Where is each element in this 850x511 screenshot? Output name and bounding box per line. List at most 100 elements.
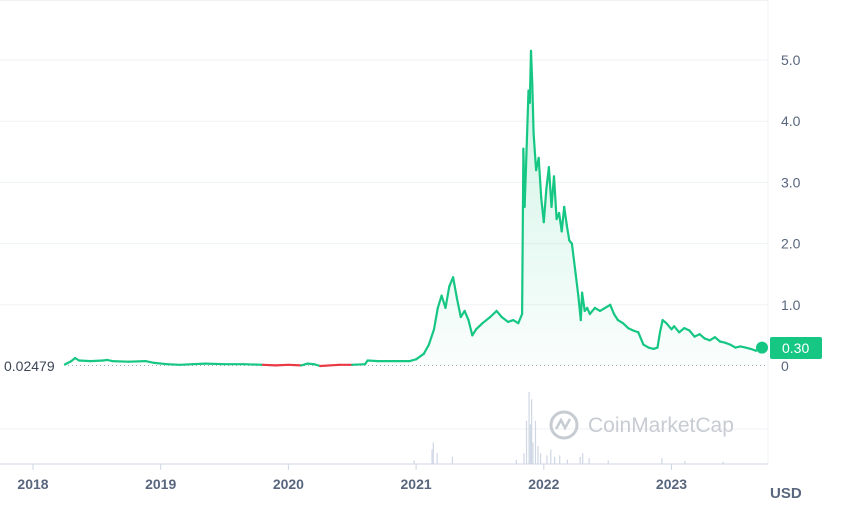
price-line-segment	[467, 319, 474, 337]
volume-bar	[537, 446, 539, 464]
price-line-segment	[688, 329, 696, 338]
volume-bar	[534, 420, 537, 464]
volume-bar	[607, 460, 609, 464]
volume-bar	[582, 453, 584, 464]
price-line-segment	[489, 309, 498, 319]
volume-bar	[413, 460, 415, 464]
y-tick-label: 3.0	[781, 174, 801, 190]
price-line-segment	[415, 352, 425, 361]
price-line-segment	[432, 306, 439, 331]
price-line-segment	[153, 361, 169, 366]
price-line-segment	[570, 242, 577, 276]
current-price-dot[interactable]	[756, 341, 768, 354]
price-line-segment	[178, 363, 194, 366]
price-line-segment	[637, 331, 645, 346]
price-line-segment	[552, 175, 558, 221]
volume-bar	[515, 459, 517, 464]
coinmarketcap-logo-icon	[549, 410, 579, 440]
price-line-segment	[191, 362, 207, 366]
volume-bar	[436, 453, 438, 464]
price-line-segment	[713, 336, 722, 343]
price-line-segment	[89, 359, 105, 363]
price-line-segment	[678, 327, 686, 334]
price-line[interactable]	[63, 49, 768, 368]
price-line-segment	[672, 325, 681, 334]
price-line-segment	[422, 343, 430, 355]
price-line-segment	[111, 360, 130, 363]
x-tick-label: 2023	[656, 476, 687, 492]
price-area	[64, 50, 761, 367]
price-line-segment	[427, 328, 436, 346]
coinmarketcap-logo-mark-icon	[554, 417, 572, 431]
axes: 0 1.0 2.0 3.0 4.0 5.0 2018 2019 2020 2021 2022 2023	[17, 52, 800, 492]
price-line-segment	[436, 294, 443, 309]
price-line-segment	[166, 363, 181, 366]
volume-bar	[550, 449, 552, 464]
price-area-fill	[64, 50, 761, 367]
price-line-segment	[366, 359, 379, 363]
price-line-segment	[574, 273, 580, 297]
price-line-segment	[529, 49, 534, 86]
price-line-segment	[287, 363, 303, 367]
price-line-segment	[612, 312, 620, 322]
price-line-segment	[312, 363, 322, 368]
x-tick-label: 2021	[401, 476, 432, 492]
volume-bar	[566, 459, 568, 464]
price-line-segment	[77, 359, 92, 363]
price-line-segment	[588, 306, 597, 316]
volume-bar	[523, 453, 525, 464]
volume-bar	[532, 442, 534, 464]
volume-bar	[529, 424, 531, 464]
reference-value-label: 0.02479	[4, 358, 55, 374]
price-line-segment	[609, 303, 616, 316]
volume-bar	[525, 420, 528, 464]
price-line-segment	[665, 322, 673, 331]
price-line-segment	[524, 89, 530, 172]
volume-bar	[539, 453, 542, 464]
volume-bar	[546, 455, 548, 464]
x-tick-label: 2019	[145, 476, 176, 492]
price-line-segment	[532, 132, 538, 172]
price-line-segment	[274, 363, 290, 367]
price-line-segment	[481, 315, 492, 325]
price-line-segment	[63, 360, 73, 366]
price-line-segment	[656, 331, 662, 349]
price-line-segment	[144, 360, 156, 364]
price-line-segment	[621, 322, 630, 330]
price-line-segment	[408, 358, 418, 363]
volume-bar	[531, 399, 533, 464]
price-line-segment	[351, 363, 367, 366]
price-line-segment	[475, 322, 484, 331]
y-tick-label: 2.0	[781, 236, 801, 252]
y-tick-label: 5.0	[781, 52, 801, 68]
price-line-segment	[563, 205, 568, 227]
price-line-segment	[452, 276, 459, 300]
x-tick-label: 2020	[273, 476, 304, 492]
price-line-segment	[565, 224, 571, 242]
current-price-badge-bg	[770, 337, 822, 359]
price-line-segment	[537, 156, 543, 199]
volume-bar	[722, 461, 724, 464]
current-price-value: 0.30	[782, 340, 809, 356]
price-line-segment	[500, 315, 510, 323]
price-line-segment	[300, 362, 309, 367]
price-line-segment	[698, 333, 706, 340]
currency-label: USD	[770, 485, 802, 502]
volume-bar	[431, 449, 433, 464]
volume-bar	[451, 456, 454, 464]
price-line-segment	[658, 319, 664, 334]
labels: 0.02479 0.30 USD	[4, 337, 822, 502]
price-line-segment	[261, 363, 277, 367]
price-line-segment	[455, 297, 462, 319]
x-tick-label: 2022	[528, 476, 559, 492]
x-tick-label: 2018	[17, 476, 48, 492]
price-line-segment	[495, 309, 503, 319]
volume-bar	[432, 442, 434, 464]
volume-bar	[579, 456, 581, 464]
volume-bar	[684, 461, 686, 464]
volume-bar	[661, 458, 663, 464]
volume-bars	[413, 392, 724, 464]
price-line-segment	[471, 328, 478, 337]
